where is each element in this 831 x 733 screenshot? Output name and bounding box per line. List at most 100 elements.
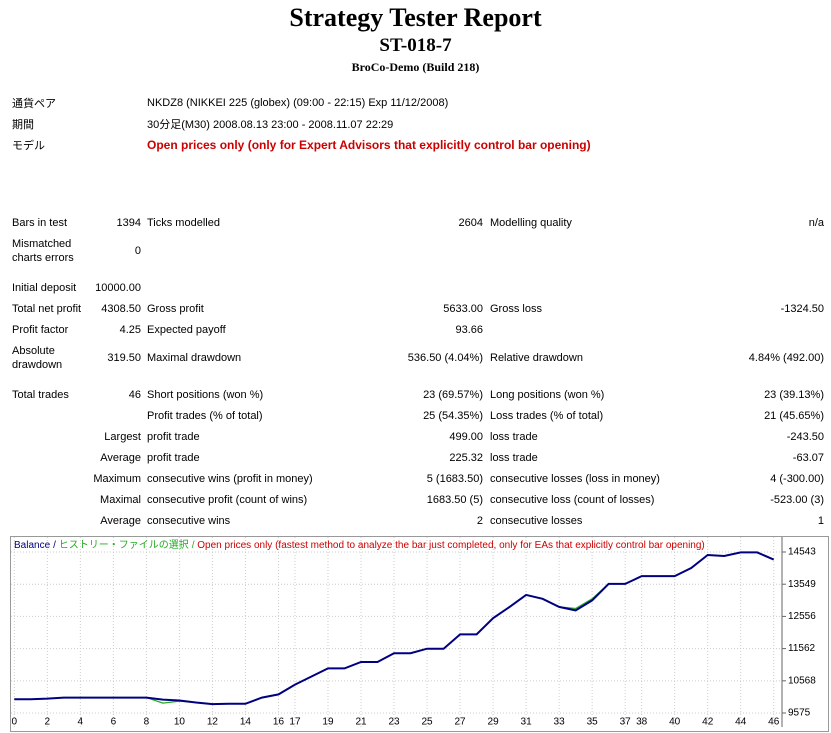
stat-label: loss trade (490, 431, 538, 443)
stat-label: Expected payoff (147, 324, 226, 336)
stat-label: consecutive losses (490, 515, 583, 527)
stat-value: Largest (104, 431, 141, 443)
x-tick-label: 17 (289, 717, 301, 728)
stat-value: Maximal (100, 494, 141, 506)
stat-value: 5633.00 (443, 303, 483, 315)
stat-value: -243.50 (786, 431, 824, 443)
x-tick-label: 33 (554, 717, 566, 728)
stat-label: Ticks modelled (147, 217, 220, 229)
y-tick-label: 10568 (788, 675, 816, 686)
legend-entry: Open prices only (fastest method to anal… (197, 540, 705, 551)
stat-label: Gross loss (490, 303, 542, 315)
stat-label: consecutive wins (profit in money) (147, 473, 313, 485)
y-tick-label: 9575 (788, 708, 811, 719)
legend-entry: Balance (14, 540, 51, 551)
x-tick-label: 8 (144, 717, 150, 728)
stat-label: Gross profit (147, 303, 204, 315)
stat-value: 0 (134, 245, 141, 257)
stat-label: consecutive wins (147, 515, 231, 527)
stat-value: 2 (476, 515, 483, 527)
x-tick-label: 12 (207, 717, 219, 728)
stat-value: 4308.50 (101, 303, 141, 315)
legend-separator: / (192, 540, 195, 551)
info-label: 期間 (12, 119, 34, 131)
stat-value: 225.32 (449, 452, 483, 464)
info-value: NKDZ8 (NIKKEI 225 (globex) (09:00 - 22:1… (147, 97, 449, 109)
stat-value: -1324.50 (780, 303, 824, 315)
report-subtitle: ST-018-7 (379, 35, 452, 56)
stat-label: consecutive losses (loss in money) (490, 473, 660, 485)
x-tick-label: 10 (174, 717, 186, 728)
stat-label: profit trade (147, 452, 200, 464)
stat-value: 499.00 (449, 431, 483, 443)
stat-label: Modelling quality (490, 217, 572, 229)
stat-value: 1 (817, 515, 824, 527)
stat-label: Bars in test (12, 217, 68, 229)
stat-value: 23 (39.13%) (764, 389, 824, 401)
stat-value: 10000.00 (95, 282, 141, 294)
stat-label: consecutive loss (count of losses) (490, 494, 655, 506)
stat-value: 4 (-300.00) (770, 473, 824, 485)
stat-label: Maximal drawdown (147, 352, 242, 364)
x-tick-label: 25 (421, 717, 433, 728)
x-tick-label: 4 (78, 717, 84, 728)
build: BroCo-Demo (Build 218) (351, 60, 480, 74)
stat-value: Maximum (93, 473, 141, 485)
legend-separator: / (53, 540, 56, 551)
x-tick-label: 29 (488, 717, 500, 728)
stat-label: Mismatched charts errors (12, 238, 74, 264)
legend-entry: ヒストリー・ファイルの選択 (59, 538, 189, 551)
x-tick-label: 16 (273, 717, 285, 728)
series-line (14, 551, 775, 706)
stat-value: 23 (69.57%) (423, 389, 483, 401)
stat-value: 21 (45.65%) (764, 410, 824, 422)
stat-value: 25 (54.35%) (423, 410, 483, 422)
legend: Balance / ヒストリー・ファイルの選択 / Open prices only… (14, 538, 705, 551)
stat-label: Absolute drawdown (12, 345, 63, 371)
y-tick-label: 11562 (788, 643, 816, 654)
x-tick-label: 35 (587, 717, 599, 728)
x-tick-label: 23 (388, 717, 400, 728)
stat-value: 1394 (116, 217, 141, 229)
stat-value: Average (100, 515, 141, 527)
x-tick-label: 14 (240, 717, 252, 728)
stat-label: Long positions (won %) (490, 389, 605, 401)
x-tick-label: 38 (636, 717, 648, 728)
stat-label: loss trade (490, 452, 538, 464)
stat-value: Average (100, 452, 141, 464)
stat-label: Relative drawdown (490, 352, 583, 364)
report-title: Strategy Tester Report (289, 3, 542, 32)
y-tick-label: 13549 (788, 579, 816, 590)
stat-value: 5 (1683.50) (426, 473, 483, 485)
stat-value: 2604 (458, 217, 483, 229)
x-tick-label: 40 (669, 717, 681, 728)
stat-value: 93.66 (455, 324, 483, 336)
stat-label: Loss trades (% of total) (490, 410, 604, 422)
stat-label: Initial deposit (12, 282, 77, 294)
stat-value: 4.25 (119, 324, 141, 336)
info-label: 通貨ペア (12, 98, 56, 110)
x-tick-label: 27 (454, 717, 466, 728)
x-tick-label: 21 (355, 717, 367, 728)
x-tick-label: 44 (735, 717, 747, 728)
stat-value: 536.50 (4.04%) (407, 352, 483, 364)
info-label: モデル (12, 140, 45, 152)
stat-value: 46 (128, 389, 141, 401)
stat-label: profit trade (147, 431, 200, 443)
stat-label: Short positions (won %) (147, 389, 264, 401)
stat-value: -523.00 (3) (770, 494, 824, 506)
stat-label: consecutive profit (count of wins) (147, 494, 308, 506)
stat-value: 1683.50 (5) (426, 494, 483, 506)
stat-label: Total trades (12, 389, 69, 401)
x-tick-label: 31 (521, 717, 533, 728)
stat-label: Total net profit (12, 303, 82, 315)
y-tick-label: 14543 (788, 547, 816, 558)
x-tick-label: 46 (768, 717, 780, 728)
stat-value: n/a (808, 217, 824, 229)
stat-value: 4.84% (492.00) (748, 352, 824, 364)
info-value: 30分足(M30) 2008.08.13 23:00 - 2008.11.07 … (147, 119, 394, 131)
x-tick-label: 42 (702, 717, 714, 728)
info-value: Open prices only (only for Expert Adviso… (147, 138, 591, 152)
